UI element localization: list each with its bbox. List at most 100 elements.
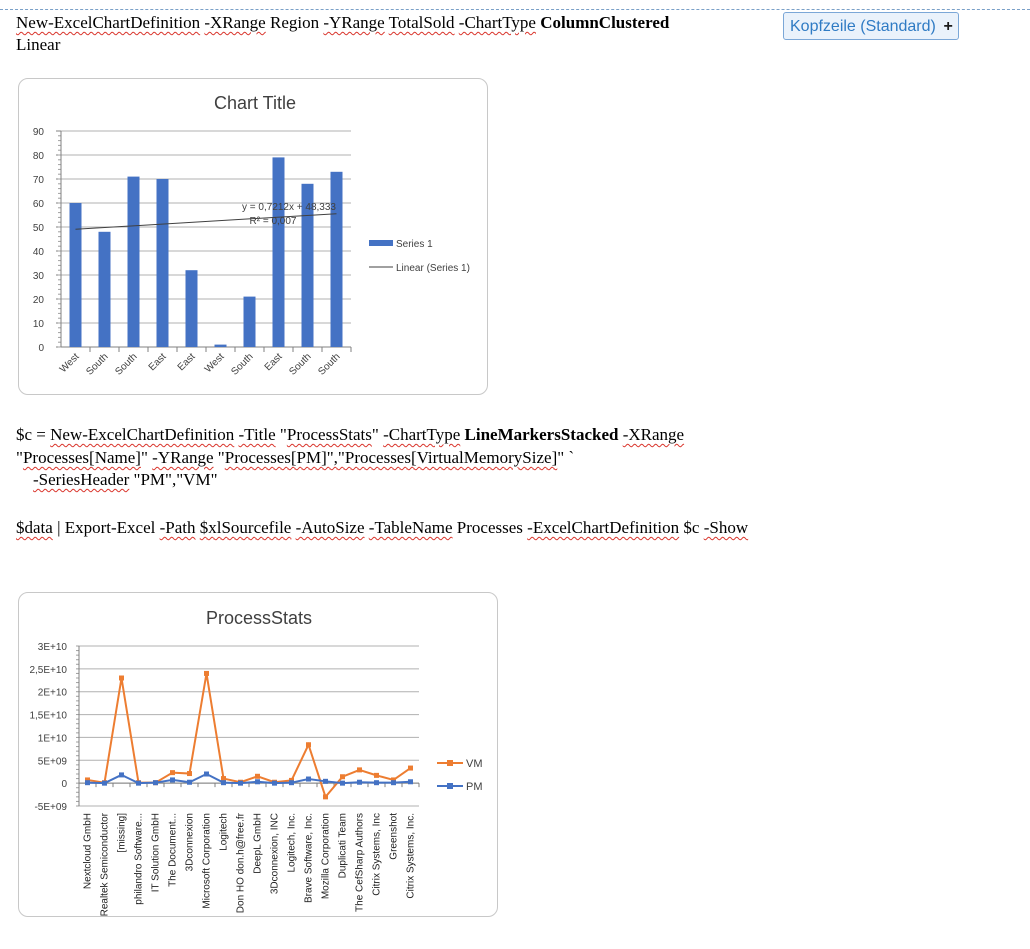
code-line-4[interactable]: "Processes[Name]" -YRange "Processes[PM]… [16,448,574,468]
data-point-vm [408,765,413,771]
data-point-pm [357,779,362,785]
y-tick-label: 60 [33,199,45,210]
text-segment: -AutoSize [295,518,365,537]
x-tick-label: Logitech [219,813,230,851]
legend-label-pm: PM [466,781,483,793]
data-point-pm [408,779,413,785]
code-line-3[interactable]: $c = New-ExcelChartDefinition -Title "Pr… [16,425,684,445]
y-tick-label: 70 [33,175,45,186]
text-segment: -XRange [622,425,685,444]
data-point-pm [289,780,294,786]
x-tick-label: 3Dconnexion, INC [270,813,281,894]
y-tick-label: 30 [33,271,45,282]
code-line-1[interactable]: New-ExcelChartDefinition -XRange Region … [16,13,669,33]
bar [98,231,111,347]
x-tick-label: Microsoft Corporation [202,813,213,909]
code-line-2[interactable]: Linear [16,35,60,55]
x-tick-label: DeepL GmbH [253,813,264,874]
text-segment: Processes[Name] [22,448,141,467]
x-tick-label: Logitech, Inc. [287,813,298,872]
code-line-6[interactable]: $data | Export-Excel -Path $xlSourcefile… [16,518,748,538]
data-point-vm [391,777,396,783]
bar [243,296,256,347]
data-point-pm [340,780,345,786]
data-point-pm [119,772,124,778]
text-segment: " ` [557,448,575,467]
x-tick-label: 3Dconnexion [185,813,196,871]
text-segment: LineMarkersStacked [464,425,619,444]
x-tick-label: South [287,351,313,377]
text-segment: -TableName [368,518,453,537]
text-segment: $xlSourcefile [199,518,292,537]
y-tick-label: 20 [33,295,45,306]
legend-label-vm: VM [466,758,483,770]
data-point-pm [391,780,396,786]
chart-title: ProcessStats [206,608,312,628]
text-segment: " [140,448,153,467]
x-tick-label: The CefSharp Authors [355,813,366,912]
series-line-pm [87,772,411,785]
data-point-pm [136,780,141,786]
bar [69,203,82,347]
text-segment: " [213,448,225,467]
code-line-5[interactable]: -SeriesHeader "PM","VM" [16,470,218,490]
data-point-pm [272,780,277,786]
data-point-pm [204,771,209,777]
chart-title: Chart Title [214,93,296,113]
legend-swatch-series1 [369,240,393,246]
text-segment: "PM","VM" [129,470,218,489]
x-tick-label: [missing] [117,813,128,853]
data-point-pm [306,776,311,782]
data-point-pm [85,780,90,786]
text-segment: $c [679,518,704,537]
x-tick-label: Greenshot [389,813,400,860]
y-tick-label: 0 [38,343,44,354]
bar [301,183,314,347]
x-tick-label: East [176,351,198,373]
x-tick-label: South [316,351,342,377]
trendline-equation: y = 0,7212x + 48,333 [242,202,336,213]
y-tick-label: 1,5E+10 [29,711,67,722]
text-segment: " [16,448,23,467]
y-tick-label: 3E+10 [38,642,68,653]
legend-marker-vm [447,760,453,766]
data-point-vm [323,794,328,800]
text-segment: -ChartType [458,13,536,32]
data-point-vm [204,670,209,676]
processstats-chart[interactable]: ProcessStats 3E+10 2,5E+10 2E+10 1,5E+10 1E+1… [18,592,498,917]
y-tick-label: 5E+09 [38,756,68,767]
x-tick-label: South [229,351,255,377]
text-segment: Region [265,13,324,32]
data-point-vm [255,773,260,779]
y-tick-label: 90 [33,127,45,138]
plus-icon[interactable]: + [943,18,953,35]
x-tick-label: The Document... [168,813,179,887]
text-segment: ColumnClustered [540,13,670,32]
y-tick-label: 50 [33,223,45,234]
y-tick-label: 80 [33,151,45,162]
data-point-vm [340,774,345,780]
text-segment: | Export-Excel [52,518,160,537]
data-point-pm [170,777,175,783]
data-point-pm [374,780,379,786]
processstats-chart-svg: ProcessStats 3E+10 2,5E+10 2E+10 1,5E+10 1E+1… [29,608,483,916]
y-tick-label: -5E+09 [34,802,67,813]
bar [330,171,343,347]
header-tag-button[interactable]: Kopfzeile (Standard) + [783,12,959,40]
header-tag-label: Kopfzeile (Standard) [790,18,936,35]
text-segment: TotalSold [388,13,455,32]
text-segment: -SeriesHeader [33,470,130,489]
text-segment: -Show [703,518,749,537]
text-segment [16,470,33,489]
data-point-pm [187,779,192,785]
text-segment: Processes[PM]","Processes[VirtualMemoryS… [224,448,558,467]
column-chart[interactable]: Chart Title 0 10 20 30 40 50 60 70 80 90 West South S… [18,78,488,395]
x-tick-label: South [84,351,110,377]
x-tick-label: West [58,351,82,375]
y-tick-label: 2,5E+10 [29,665,67,676]
x-tick-label: East [147,351,169,373]
y-tick-label: 10 [33,319,45,330]
x-tick-label: Realtek Semiconductor [100,812,111,916]
x-tick-label: philandro Software... [134,813,145,905]
